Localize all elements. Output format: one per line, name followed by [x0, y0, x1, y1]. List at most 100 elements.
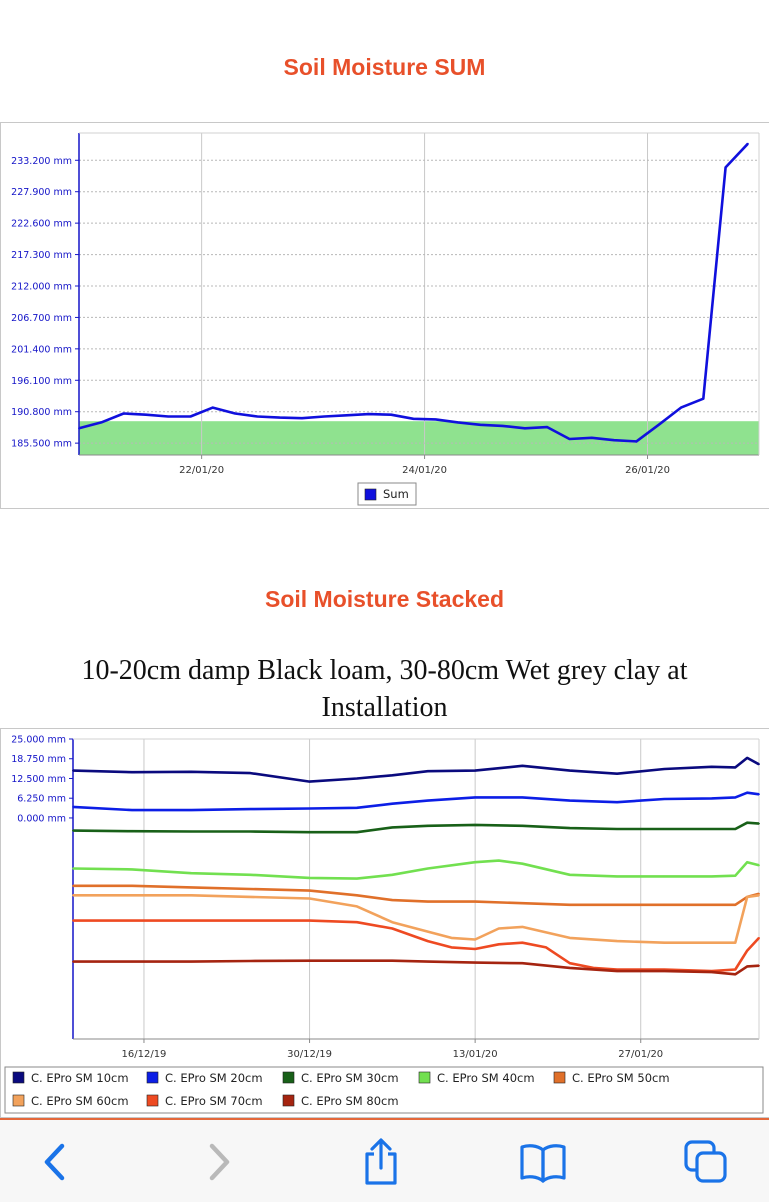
- y-tick-label: 185.500 mm: [11, 439, 72, 450]
- data-point: [568, 967, 571, 969]
- legend-label-60cm: C. EPro SM 60cm: [31, 1094, 129, 1108]
- data-point: [734, 903, 737, 906]
- data-point: [746, 895, 749, 898]
- data-point: [746, 949, 749, 952]
- y-tick-label: 18.750 mm: [11, 754, 66, 765]
- data-point: [190, 886, 193, 889]
- data-point: [249, 960, 252, 962]
- data-point: [131, 894, 134, 897]
- data-point: [355, 831, 358, 834]
- data-point: [355, 905, 358, 908]
- data-point: [616, 772, 618, 775]
- data-point: [616, 828, 618, 830]
- data-point: [568, 769, 571, 772]
- data-point: [746, 821, 749, 824]
- legend-label-70cm: C. EPro SM 70cm: [165, 1094, 263, 1108]
- data-point: [521, 962, 524, 965]
- x-tick-label: 27/01/20: [618, 1049, 663, 1060]
- data-point: [568, 937, 571, 939]
- data-point: [613, 439, 615, 442]
- bookmarks-book-icon[interactable]: [515, 1134, 571, 1190]
- y-tick-label: 12.500 mm: [11, 774, 66, 785]
- data-point: [256, 415, 259, 418]
- browser-toolbar: [0, 1118, 769, 1202]
- share-icon[interactable]: [353, 1134, 409, 1190]
- data-point: [391, 873, 394, 876]
- data-point: [391, 959, 394, 962]
- data-point: [710, 765, 713, 768]
- legend-box: [4, 1066, 764, 1114]
- data-point: [663, 941, 666, 944]
- data-point: [450, 946, 453, 949]
- data-point: [590, 436, 593, 439]
- data-point: [391, 921, 394, 924]
- y-tick-label: 227.900 mm: [11, 187, 72, 198]
- y-tick-label: 217.300 mm: [11, 250, 72, 261]
- data-point: [72, 829, 74, 832]
- legend: Sum: [357, 482, 417, 506]
- data-point: [323, 415, 326, 418]
- data-point: [131, 919, 134, 922]
- data-point: [474, 938, 477, 941]
- data-point: [616, 801, 618, 804]
- x-tick-label: 16/12/19: [122, 1049, 167, 1060]
- y-tick-label: 6.250 mm: [17, 794, 66, 805]
- series-line-30cm: [72, 821, 760, 834]
- data-point: [301, 417, 303, 420]
- data-point: [568, 903, 571, 906]
- legend-label-10cm: C. EPro SM 10cm: [31, 1071, 129, 1085]
- data-point: [131, 884, 134, 887]
- data-point: [663, 828, 666, 830]
- data-point: [308, 919, 311, 922]
- data-point: [190, 872, 193, 875]
- data-point: [734, 828, 737, 830]
- data-point: [426, 867, 429, 870]
- data-point: [521, 941, 524, 944]
- data-point: [521, 862, 524, 865]
- forward-chevron-icon[interactable]: [190, 1134, 246, 1190]
- data-point: [426, 930, 429, 933]
- data-point: [497, 859, 500, 862]
- data-point: [524, 427, 526, 430]
- sum-chart: 22/01/2024/01/2026/01/2028/01/2030/01/20…: [11, 132, 760, 506]
- data-point: [710, 797, 713, 800]
- data-point: [211, 406, 214, 409]
- data-point: [355, 777, 358, 780]
- data-point: [426, 799, 429, 802]
- legend-swatch-50cm: [553, 1071, 566, 1084]
- data-point: [758, 864, 760, 867]
- legend-label-20cm: C. EPro SM 20cm: [165, 1071, 263, 1085]
- data-point: [497, 943, 500, 946]
- data-point: [521, 925, 524, 928]
- data-point: [521, 796, 524, 799]
- data-point: [568, 827, 571, 829]
- tabs-icon[interactable]: [678, 1134, 734, 1190]
- data-point: [702, 397, 705, 400]
- y-tick-label: 25.000 mm: [11, 735, 66, 746]
- data-point: [474, 961, 477, 964]
- legend-swatch-80cm: [282, 1094, 295, 1107]
- data-point: [355, 877, 358, 880]
- data-point: [616, 970, 618, 973]
- legend-swatch-sum: [364, 488, 377, 501]
- data-point: [734, 968, 737, 971]
- data-point: [616, 940, 618, 943]
- data-point: [479, 423, 482, 426]
- data-point: [131, 868, 134, 871]
- data-point: [426, 900, 429, 903]
- data-point: [391, 802, 394, 805]
- back-chevron-icon[interactable]: [28, 1134, 84, 1190]
- y-tick-label: 212.000 mm: [11, 281, 72, 292]
- data-point: [434, 418, 437, 421]
- stacked-chart: 16/12/19 30/12/19 13/01/20 27/01/20 25.000 m…: [4, 735, 764, 1114]
- data-point: [734, 874, 737, 877]
- data-point: [355, 921, 358, 924]
- chart1-title: Soil Moisture SUM: [283, 54, 486, 80]
- data-point: [426, 824, 429, 827]
- data-point: [616, 903, 618, 906]
- data-point: [734, 766, 737, 769]
- data-point: [190, 960, 193, 963]
- legend-label-80cm: C. EPro SM 80cm: [301, 1094, 399, 1108]
- data-point: [746, 965, 749, 968]
- data-point: [308, 831, 311, 834]
